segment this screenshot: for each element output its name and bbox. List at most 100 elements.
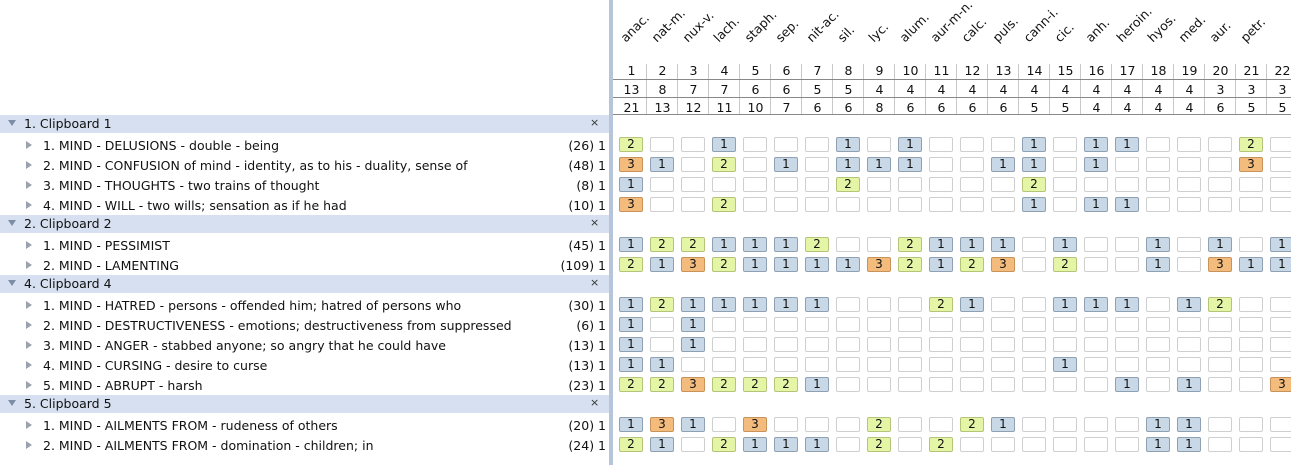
grade-cell[interactable]: 1 [1053,357,1077,372]
grade-cell[interactable] [650,177,674,192]
expand-arrow-icon[interactable] [26,141,32,149]
grade-cell[interactable] [1177,177,1201,192]
grade-cell[interactable] [960,337,984,352]
remedy-name-8[interactable]: sil. [834,22,858,45]
grade-cell[interactable] [1084,237,1108,252]
rubric-row[interactable]: 4. MIND - CURSING - desire to curse (13) … [0,355,609,375]
grade-cell[interactable] [1146,317,1170,332]
grade-cell[interactable]: 1 [1239,257,1263,272]
grade-cell[interactable]: 1 [619,237,643,252]
grade-cell[interactable] [1146,177,1170,192]
grade-cell[interactable]: 1 [1177,417,1201,432]
grade-cell[interactable]: 1 [929,237,953,252]
grade-cell[interactable] [1208,177,1232,192]
rubric-row[interactable]: 1. MIND - PESSIMIST (45) 1 [0,235,609,255]
grade-cell[interactable]: 1 [991,237,1015,252]
grade-cell[interactable]: 1 [1146,257,1170,272]
grade-cell[interactable]: 1 [898,157,922,172]
grade-cell[interactable] [1239,177,1263,192]
rubric-row[interactable]: 3. MIND - ANGER - stabbed anyone; so ang… [0,335,609,355]
remedy-name-15[interactable]: cic. [1051,19,1077,45]
grade-cell[interactable] [712,417,736,432]
grade-cell[interactable] [1053,377,1077,392]
grade-cell[interactable]: 1 [681,337,705,352]
grade-cell[interactable] [1177,197,1201,212]
grade-cell[interactable] [836,317,860,332]
grade-cell[interactable]: 2 [898,237,922,252]
grade-cell[interactable]: 1 [774,237,798,252]
grade-cell[interactable] [774,417,798,432]
grade-cell[interactable] [774,197,798,212]
grade-cell[interactable]: 2 [712,437,736,452]
grade-cell[interactable]: 2 [805,237,829,252]
expand-arrow-icon[interactable] [26,181,32,189]
remedy-name-2[interactable]: nat-m. [648,5,689,46]
remedy-name-16[interactable]: anh. [1082,14,1113,45]
grade-cell[interactable]: 1 [836,157,860,172]
grade-cell[interactable]: 1 [619,357,643,372]
grade-cell[interactable] [1239,437,1263,452]
grade-cell[interactable] [1177,257,1201,272]
grade-cell[interactable]: 1 [619,417,643,432]
grade-cell[interactable] [774,137,798,152]
clipboard-header[interactable]: 1. Clipboard 1 × [0,115,609,133]
grade-cell[interactable] [836,337,860,352]
grade-cell[interactable]: 2 [650,237,674,252]
grade-cell[interactable]: 1 [1022,197,1046,212]
grade-cell[interactable]: 1 [805,257,829,272]
grade-cell[interactable]: 1 [774,157,798,172]
grade-cell[interactable]: 1 [991,157,1015,172]
grade-cell[interactable] [805,137,829,152]
grade-cell[interactable] [1208,377,1232,392]
grade-cell[interactable] [1084,377,1108,392]
grade-cell[interactable]: 1 [1115,137,1139,152]
grade-cell[interactable] [1053,417,1077,432]
grade-cell[interactable]: 1 [619,297,643,312]
grade-cell[interactable] [960,317,984,332]
grade-cell[interactable] [1208,417,1232,432]
grade-cell[interactable] [1022,317,1046,332]
grade-cell[interactable] [743,337,767,352]
grade-cell[interactable] [929,317,953,332]
expand-arrow-icon[interactable] [26,301,32,309]
grade-cell[interactable] [898,197,922,212]
grade-cell[interactable] [1208,357,1232,372]
grade-cell[interactable] [991,317,1015,332]
grade-cell[interactable] [1270,437,1291,452]
grade-cell[interactable] [1022,257,1046,272]
grade-cell[interactable]: 3 [743,417,767,432]
grade-cell[interactable] [898,317,922,332]
remedy-name-14[interactable]: cann-i. [1020,4,1061,45]
grade-cell[interactable] [1115,237,1139,252]
grade-cell[interactable]: 1 [1022,137,1046,152]
grade-cell[interactable] [1146,337,1170,352]
grade-cell[interactable] [1208,137,1232,152]
grade-cell[interactable] [650,197,674,212]
grade-cell[interactable]: 3 [619,197,643,212]
grade-cell[interactable] [836,437,860,452]
grade-cell[interactable] [805,337,829,352]
close-clipboard-icon[interactable]: × [590,396,600,409]
collapse-triangle-icon[interactable] [8,280,16,286]
grade-cell[interactable] [1177,337,1201,352]
grade-cell[interactable] [1177,137,1201,152]
close-clipboard-icon[interactable]: × [590,216,600,229]
grade-cell[interactable]: 1 [1115,377,1139,392]
remedy-name-19[interactable]: med. [1175,11,1209,45]
grade-cell[interactable] [836,357,860,372]
grade-cell[interactable] [1270,337,1291,352]
grade-cell[interactable]: 2 [650,377,674,392]
grade-cell[interactable]: 2 [1208,297,1232,312]
grade-cell[interactable] [1115,317,1139,332]
grade-cell[interactable] [1115,337,1139,352]
expand-arrow-icon[interactable] [26,201,32,209]
grade-cell[interactable]: 1 [1177,377,1201,392]
expand-arrow-icon[interactable] [26,261,32,269]
grade-cell[interactable] [960,357,984,372]
grade-cell[interactable]: 2 [929,437,953,452]
clipboard-header[interactable]: 5. Clipboard 5 × [0,395,609,413]
grade-cell[interactable]: 2 [929,297,953,312]
grade-cell[interactable] [1084,177,1108,192]
grade-cell[interactable] [929,357,953,372]
grade-cell[interactable]: 2 [960,417,984,432]
